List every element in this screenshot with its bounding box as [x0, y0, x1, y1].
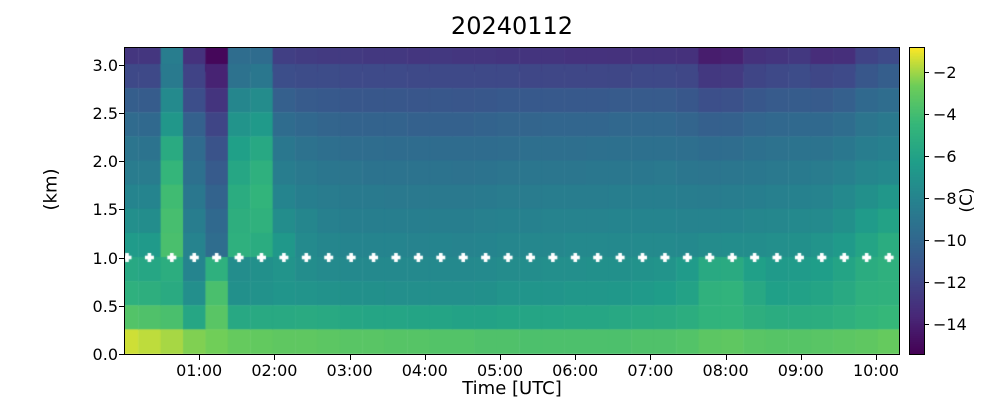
colorbar-tick-label: −10 — [933, 230, 967, 250]
x-tick-label: 01:00 — [176, 361, 223, 380]
x-tick-label: 04:00 — [401, 361, 448, 380]
y-tickmark — [119, 112, 124, 114]
colorbar — [909, 47, 925, 355]
colorbar-tick-label: −6 — [933, 146, 957, 166]
x-tickmark — [575, 355, 577, 360]
x-tick-label: 10:00 — [852, 361, 900, 380]
y-tickmark — [119, 257, 124, 259]
colorbar-tickmark — [925, 281, 929, 283]
x-tick-label: 07:00 — [627, 361, 674, 380]
y-tickmark — [119, 354, 124, 355]
colorbar-tick-label: −12 — [933, 272, 967, 292]
x-tick-label: 02:00 — [251, 361, 298, 380]
colorbar-tick-label: −4 — [933, 105, 957, 125]
x-tick-label: 08:00 — [702, 361, 749, 380]
y-axis-label: (km) — [40, 168, 62, 211]
x-tickmark — [424, 355, 426, 360]
colorbar-label: (C) — [957, 187, 977, 213]
x-tickmark — [800, 355, 802, 360]
y-tickmark — [119, 209, 124, 211]
y-tick-label: 0.5 — [92, 296, 118, 316]
colorbar-tick-label: −2 — [933, 63, 957, 83]
x-tickmark — [349, 355, 351, 360]
x-tickmark — [274, 355, 276, 360]
colorbar-tick-label: −14 — [933, 314, 967, 334]
colorbar-tickmark — [925, 155, 929, 157]
chart-title: 20240112 — [450, 12, 574, 40]
y-tick-label: 3.0 — [92, 55, 118, 75]
colorbar-tickmark — [925, 72, 929, 74]
y-tickmark — [119, 64, 124, 66]
colorbar-tickmark — [925, 323, 929, 325]
y-tickmark — [119, 305, 124, 307]
x-tick-label: 05:00 — [476, 361, 524, 380]
x-tickmark — [199, 355, 201, 360]
y-tick-label: 1.5 — [92, 200, 118, 220]
colorbar-tickmark — [925, 114, 929, 116]
y-tickmark — [119, 161, 124, 162]
x-tickmark — [725, 355, 727, 360]
heatmap-canvas — [124, 47, 900, 355]
x-axis-label: Time [UTC] — [462, 378, 562, 399]
x-tick-label: 09:00 — [777, 361, 824, 380]
y-tick-label: 1.0 — [92, 248, 118, 268]
x-tickmark — [650, 355, 652, 360]
y-tick-label: 2.5 — [92, 103, 118, 123]
colorbar-tickmark — [925, 239, 929, 241]
y-tick-label: 2.0 — [92, 152, 118, 171]
y-tick-label: 0.0 — [92, 345, 118, 364]
colorbar-tickmark — [925, 197, 929, 199]
x-tickmark — [500, 355, 501, 360]
x-tick-label: 06:00 — [552, 361, 599, 380]
colorbar-tick-label: −8 — [933, 188, 957, 208]
x-tick-label: 03:00 — [326, 361, 373, 380]
x-tickmark — [876, 355, 877, 360]
